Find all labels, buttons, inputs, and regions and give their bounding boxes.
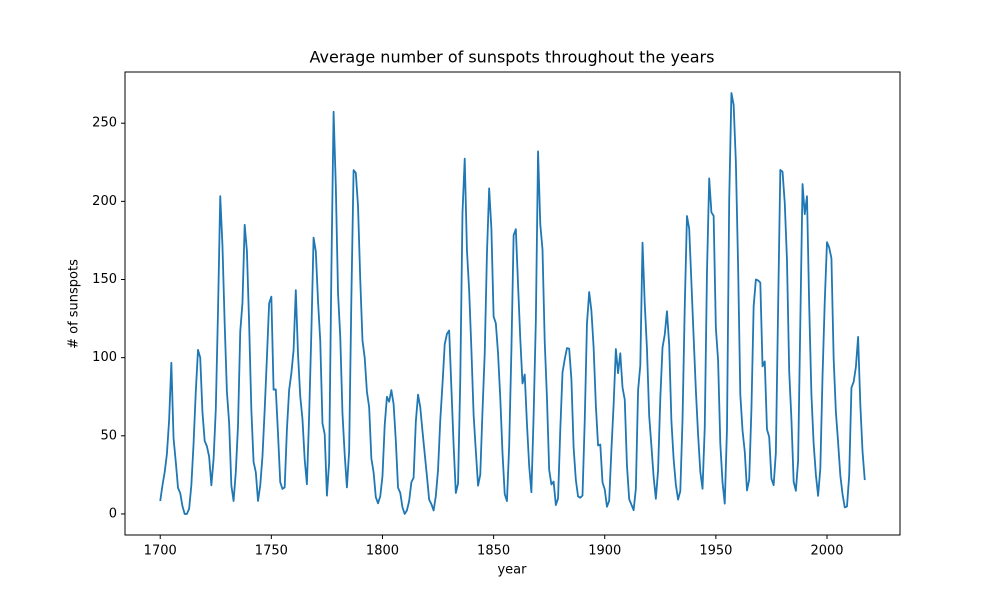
y-tick-label: 50	[100, 428, 117, 443]
x-tick-label: 1850	[477, 544, 510, 559]
chart-title: Average number of sunspots throughout th…	[310, 48, 715, 67]
x-tick-label: 1800	[366, 544, 399, 559]
x-tick-label: 2000	[810, 544, 843, 559]
x-tick-label: 1900	[588, 544, 621, 559]
plot-frame	[124, 71, 901, 536]
y-tick-label: 100	[92, 350, 117, 365]
y-axis-label: # of sunspots	[67, 259, 82, 349]
y-tick-label: 0	[109, 506, 117, 521]
y-tick-label: 150	[92, 272, 117, 287]
y-tick-label: 250	[92, 116, 117, 131]
data-line	[159, 92, 866, 515]
x-axis-label: year	[497, 563, 527, 578]
x-tick-label: 1950	[699, 544, 732, 559]
y-tick-label: 200	[92, 194, 117, 209]
x-tick-label: 1700	[144, 544, 177, 559]
x-tick-label: 1750	[255, 544, 288, 559]
